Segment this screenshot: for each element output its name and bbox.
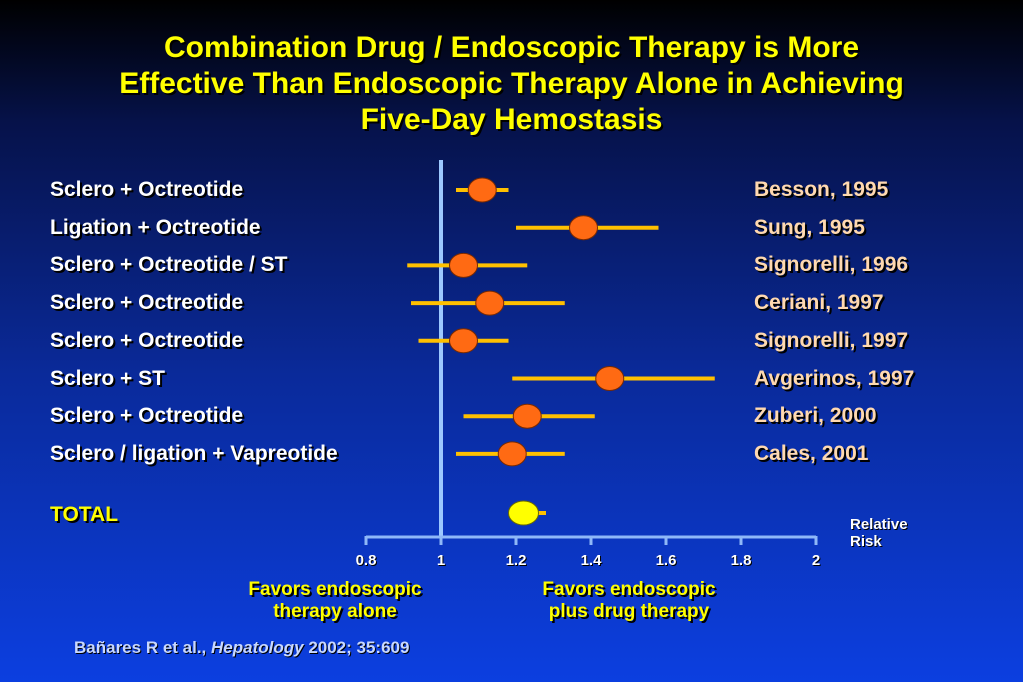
study-label: Sclero + Octreotide / ST	[50, 253, 288, 277]
x-tick-label: 1	[437, 552, 445, 569]
x-axis-title-line-1: Relative	[850, 516, 908, 533]
x-tick-label: 1.4	[581, 552, 603, 569]
x-tick-label-shadow: 1	[438, 553, 446, 570]
citation: Bañares R et al., Hepatology 2002; 35:60…	[74, 638, 409, 658]
title-line-3: Five-Day Hemostasis	[360, 103, 663, 136]
point-estimate	[569, 215, 598, 241]
study-label: Sclero + Octreotide	[50, 404, 244, 428]
total-label: TOTAL	[50, 503, 119, 526]
point-estimate	[595, 366, 625, 391]
study-reference: Besson, 1995	[754, 178, 889, 201]
point-estimate	[475, 290, 505, 316]
study-reference: Ceriani, 1997	[754, 291, 884, 315]
study-reference: Signorelli, 1996	[754, 253, 909, 277]
x-tick-label-shadow: 0.8	[357, 553, 378, 570]
x-tick-label-shadow: 1.4	[582, 553, 604, 570]
title-line-2: Effective Than Endoscopic Therapy Alone …	[119, 67, 904, 100]
study-label: Ligation + Octreotide	[50, 215, 261, 239]
title-line-1: Combination Drug / Endoscopic Therapy is…	[163, 31, 860, 64]
x-tick-label-shadow: 2	[813, 553, 821, 570]
citation-details: 2002; 35:609	[308, 638, 410, 657]
x-axis-title: Relative Risk	[850, 516, 908, 550]
study-label: Sclero + Octreotide	[50, 291, 244, 315]
study-label: Sclero + Octreotide	[50, 328, 244, 352]
point-estimate	[449, 328, 478, 354]
citation-journal: Hepatology	[211, 638, 304, 657]
study-label: Sclero + ST	[50, 366, 165, 390]
study-label: Sclero + Octreotide	[50, 178, 244, 201]
study-reference: Avgerinos, 1997	[754, 366, 915, 390]
favors-right-line-2: plus drug therapy	[548, 601, 710, 622]
x-tick-label: 1.2	[506, 552, 527, 569]
x-tick-label: 1.8	[731, 552, 752, 569]
study-reference: Zuberi, 2000	[754, 404, 877, 428]
x-tick-label-shadow: 1.2	[507, 553, 528, 570]
citation-authors: Bañares R et al.,	[74, 638, 207, 657]
favors-left-label: Favors endoscopic therapy alone	[205, 579, 465, 623]
point-estimate	[449, 252, 478, 278]
favors-right-label: Favors endoscopic plus drug therapy	[499, 579, 759, 623]
point-estimate	[467, 177, 497, 203]
study-reference: Signorelli, 1997	[754, 328, 909, 352]
favors-right-line-1: Favors endoscopic	[542, 579, 716, 600]
x-tick-label-shadow: 1.8	[732, 553, 753, 570]
study-reference: Sung, 1995	[754, 215, 865, 239]
favors-left-line-2: therapy alone	[273, 601, 397, 622]
slide-title: Combination Drug / Endoscopic Therapy is…	[20, 30, 1003, 138]
favors-left-line-1: Favors endoscopic	[248, 579, 422, 600]
point-estimate	[512, 403, 542, 429]
x-tick-label: 1.6	[656, 552, 677, 569]
x-axis-title-line-2: Risk	[850, 533, 882, 550]
study-reference: Cales, 2001	[754, 441, 869, 465]
x-tick-label: 2	[812, 552, 820, 569]
x-tick-label-shadow: 1.6	[657, 553, 678, 570]
x-tick-label: 0.8	[356, 552, 377, 569]
total-point-estimate	[508, 500, 539, 526]
point-estimate	[497, 441, 527, 467]
study-label: Sclero / ligation + Vapreotide	[50, 441, 338, 465]
